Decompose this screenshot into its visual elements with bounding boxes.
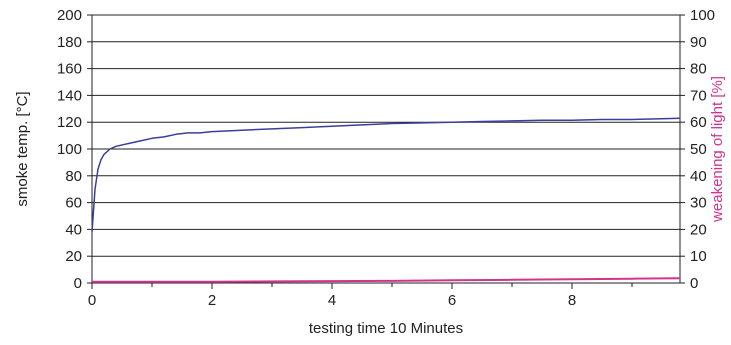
y-tick-label: 140 [57,87,82,104]
y-tick-label: 160 [57,61,82,78]
y-tick-label: 60 [65,195,82,212]
y-tick-label: 120 [57,114,82,131]
y2-tick-label: 80 [690,61,707,78]
x-tick-label: 0 [88,292,96,309]
y-tick-label: 100 [57,141,82,158]
y-axis-title: smoke temp. [°C] [14,91,31,206]
x-tick-labels: 0 2 4 6 8 [88,283,633,309]
series-line-temperature [91,117,681,233]
y-tick-label: 20 [65,248,82,265]
y2-tick-label: 0 [690,275,698,292]
y-tick-labels: 0 20 40 60 80 100 120 140 160 180 200 [57,7,92,292]
x-tick-label: 8 [568,292,576,309]
y2-tick-labels: 0 10 20 30 40 50 60 70 80 90 100 [680,7,715,292]
y-tick-label: 200 [57,7,82,24]
y2-tick-label: 10 [690,248,707,265]
y-tick-label: 80 [65,168,82,185]
x-tick-label: 2 [208,292,216,309]
grid-lines [92,14,680,257]
series [91,117,681,283]
y-tick-label: 180 [57,34,82,51]
x-tick-label: 4 [328,292,336,309]
series-line-light [92,277,681,283]
y-tick-label: 0 [74,275,82,292]
y2-tick-label: 50 [690,141,707,158]
y-tick-label: 40 [65,221,82,238]
y2-tick-label: 60 [690,114,707,131]
x-tick-label: 6 [448,292,456,309]
y2-axis-title: weakening of light [%] [709,76,726,223]
x-axis-title: testing time 10 Minutes [309,320,463,337]
y2-tick-label: 90 [690,34,707,51]
y2-tick-label: 40 [690,168,707,185]
y2-tick-label: 70 [690,87,707,104]
y2-tick-label: 20 [690,221,707,238]
y2-tick-label: 100 [690,7,715,24]
y2-tick-label: 30 [690,195,707,212]
